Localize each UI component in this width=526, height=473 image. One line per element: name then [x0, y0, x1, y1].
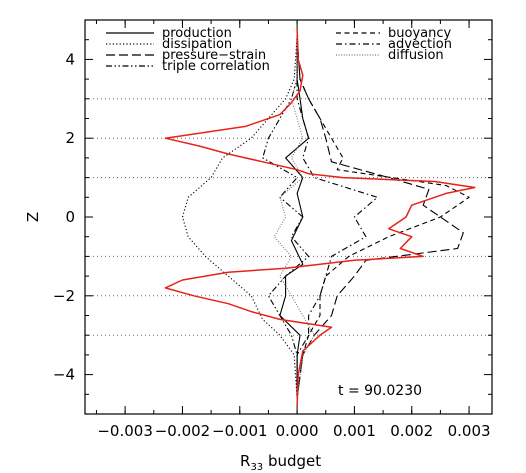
- x-axis-label: R33 budget: [240, 452, 321, 473]
- x-tick-label: −0.003: [97, 422, 153, 440]
- y-tick-label: 2: [65, 129, 75, 147]
- series-lines: [164, 27, 476, 407]
- legend-label: buoyancy: [388, 26, 451, 41]
- series-line-buoyancy: [296, 35, 470, 399]
- legend-label: triple correlation: [162, 59, 270, 74]
- x-tick-label: 0.003: [448, 422, 491, 440]
- series-line-pressure-strain: [296, 35, 464, 399]
- x-tick-label: 0.002: [390, 422, 433, 440]
- y-tick-label: 4: [65, 50, 75, 68]
- series-line-advection: [296, 35, 378, 399]
- legend-label: production: [162, 26, 232, 41]
- axes: [84, 19, 493, 415]
- x-axis-label-main: R: [240, 452, 250, 470]
- legend-label: advection: [388, 37, 452, 52]
- series-line-red-profile: [164, 27, 476, 407]
- x-axis-label-suffix: budget: [263, 452, 321, 470]
- y-tick-label: −4: [53, 366, 75, 384]
- x-tick-label: −0.002: [155, 422, 211, 440]
- y-tick-label: 0: [65, 208, 75, 226]
- x-tick-label: −0.001: [212, 422, 268, 440]
- y-tick-label: −2: [53, 287, 75, 305]
- time-annotation: t = 90.0230: [338, 383, 422, 399]
- x-tick-label: 0.001: [333, 422, 376, 440]
- y-axis-label: Z: [24, 212, 42, 222]
- x-axis-label-subscript: 33: [250, 462, 263, 473]
- legend-label: dissipation: [162, 37, 232, 52]
- tick-labels: −0.003 −0.002 −0.001 0.000 0.001 0.002 0.003 −4…: [53, 50, 491, 440]
- legend-label: pressure−strain: [162, 48, 266, 63]
- x-tick-label: 0.000: [276, 422, 319, 440]
- legend: productiondissipationpressure−straintrip…: [106, 26, 452, 74]
- series-line-triple-correlation: [262, 35, 310, 399]
- series-line-dissipation: [181, 35, 298, 399]
- legend-label: diffusion: [388, 48, 444, 63]
